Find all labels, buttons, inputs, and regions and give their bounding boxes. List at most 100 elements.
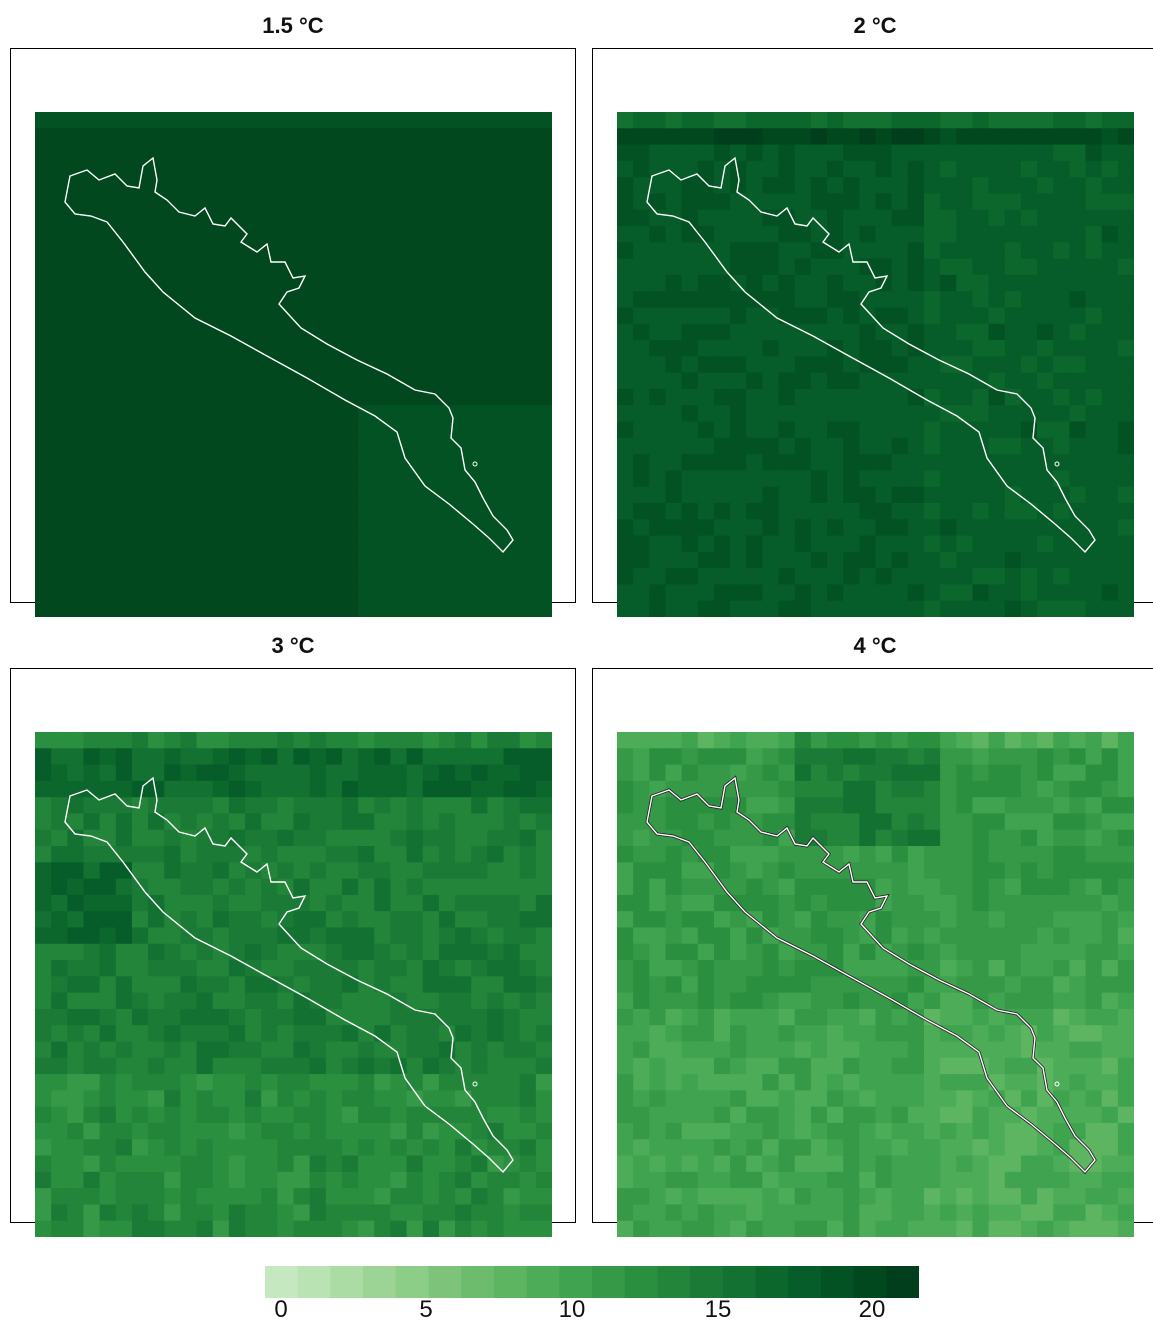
- heatmap-cell: [778, 894, 796, 912]
- heatmap-cell: [649, 454, 667, 471]
- heatmap-cell: [1101, 976, 1119, 994]
- heatmap-cell: [923, 584, 941, 602]
- heatmap-cell: [843, 128, 860, 146]
- heatmap-cell: [713, 470, 731, 488]
- heatmap-cell: [358, 242, 375, 260]
- heatmap-cell: [617, 307, 634, 325]
- heatmap-cell: [67, 307, 85, 325]
- heatmap-cell: [1117, 160, 1134, 178]
- heatmap-cell: [859, 323, 877, 341]
- heatmap-cell: [1020, 405, 1038, 423]
- heatmap-cell: [649, 470, 667, 488]
- heatmap-cell: [843, 584, 860, 602]
- heatmap-cell: [923, 813, 941, 831]
- heatmap-cell: [277, 112, 295, 129]
- heatmap-cell: [51, 992, 68, 1010]
- heatmap-cell: [827, 1041, 844, 1059]
- heatmap-cell: [180, 356, 198, 374]
- heatmap-cell: [859, 1204, 877, 1222]
- heatmap-cell: [923, 1220, 941, 1237]
- heatmap-cell: [681, 1074, 699, 1091]
- heatmap-cell: [164, 1008, 182, 1026]
- heatmap-cell: [1101, 878, 1119, 896]
- heatmap-cell: [261, 797, 278, 815]
- heatmap-cell: [535, 1008, 552, 1026]
- heatmap-cell: [99, 372, 117, 390]
- heatmap-cell: [1117, 1057, 1134, 1075]
- heatmap-cell: [1004, 992, 1022, 1010]
- heatmap-cell: [1069, 797, 1087, 815]
- heatmap-cell: [633, 943, 650, 961]
- heatmap-cell: [51, 144, 68, 162]
- heatmap-cell: [713, 1008, 731, 1026]
- heatmap-cell: [859, 160, 877, 178]
- heatmap-cell: [762, 128, 780, 146]
- heatmap-cell: [827, 1220, 844, 1237]
- heatmap-cell: [406, 209, 424, 227]
- heatmap-cell: [471, 437, 488, 455]
- heatmap-cell: [438, 226, 456, 243]
- heatmap-cell: [438, 128, 456, 146]
- heatmap-cell: [1117, 1171, 1134, 1189]
- heatmap-cell: [1004, 1057, 1022, 1075]
- heatmap-cell: [891, 421, 909, 439]
- heatmap-cell: [51, 323, 68, 341]
- heatmap-cell: [99, 894, 117, 912]
- heatmap-cell: [859, 764, 877, 782]
- heatmap-cell: [67, 1139, 85, 1157]
- heatmap-cell: [341, 1188, 359, 1206]
- heatmap-cell: [35, 748, 52, 766]
- heatmap-cell: [1085, 1122, 1103, 1140]
- heatmap-cell: [422, 764, 440, 782]
- heatmap-cell: [67, 1074, 85, 1091]
- heatmap-cell: [875, 1188, 893, 1206]
- heatmap-cell: [665, 1188, 683, 1206]
- heatmap-cell: [665, 437, 683, 455]
- heatmap-cell: [633, 112, 650, 129]
- heatmap-cell: [956, 1139, 974, 1157]
- heatmap-cell: [843, 307, 860, 325]
- heatmap-cell: [713, 748, 731, 766]
- heatmap-cell: [1004, 551, 1022, 569]
- heatmap-cell: [843, 1106, 860, 1124]
- heatmap-cell: [923, 764, 941, 782]
- heatmap-cell: [487, 1122, 505, 1140]
- heatmap-cell: [762, 797, 780, 815]
- heatmap-cell: [519, 1188, 537, 1206]
- heatmap-cell: [988, 943, 1006, 961]
- heatmap-cell: [649, 878, 667, 896]
- heatmap-cell: [358, 437, 375, 455]
- heatmap-cell: [1085, 1106, 1103, 1124]
- heatmap-cell: [51, 470, 68, 488]
- heatmap-cell: [794, 372, 812, 390]
- heatmap-cell: [115, 911, 133, 929]
- heatmap-cell: [649, 128, 667, 146]
- heatmap-cell: [67, 177, 85, 195]
- heatmap-cell: [455, 323, 472, 341]
- heatmap-cell: [35, 486, 52, 504]
- heatmap-cell: [374, 128, 392, 146]
- heatmap-cell: [471, 584, 488, 602]
- heatmap-cell: [1069, 1025, 1087, 1043]
- heatmap-cell: [503, 1188, 521, 1206]
- heatmap-cell: [713, 535, 731, 553]
- heatmap-cell: [1004, 894, 1022, 912]
- heatmap-cell: [35, 943, 52, 961]
- heatmap-cell: [633, 1074, 650, 1091]
- heatmap-cell: [261, 405, 278, 423]
- heatmap-cell: [115, 502, 133, 520]
- heatmap-cell: [196, 927, 214, 945]
- heatmap-cell: [697, 600, 715, 617]
- heatmap-cell: [730, 1139, 747, 1157]
- heatmap-cell: [309, 1090, 327, 1108]
- heatmap-cell: [131, 535, 149, 553]
- heatmap-cell: [1101, 502, 1119, 520]
- heatmap-cell: [762, 551, 780, 569]
- heatmap-cell: [535, 551, 552, 569]
- heatmap-cell: [471, 780, 488, 798]
- heatmap-cell: [1020, 829, 1038, 847]
- heatmap-cell: [131, 1188, 149, 1206]
- heatmap-cell: [341, 323, 359, 341]
- heatmap-cell: [228, 1025, 246, 1043]
- heatmap-cell: [164, 1057, 182, 1075]
